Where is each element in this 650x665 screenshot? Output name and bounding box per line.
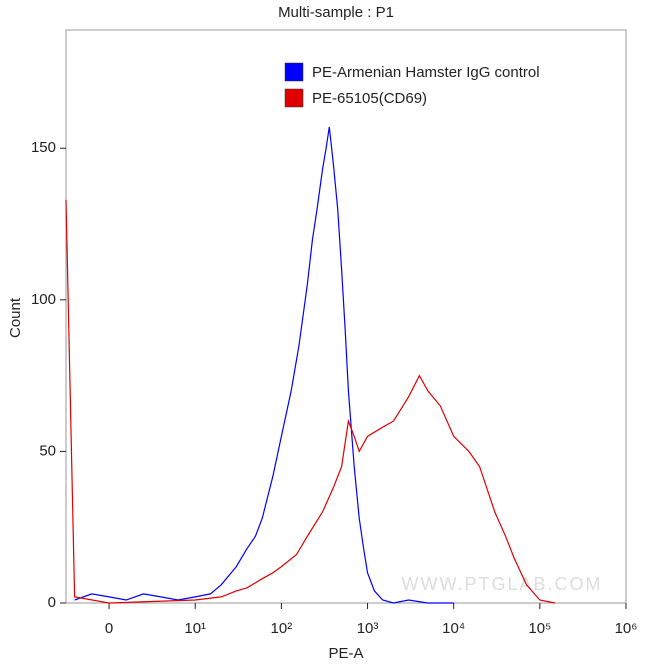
x-tick-label: 10³ [357,620,379,637]
y-axis-label: Count [7,297,24,338]
y-tick-label: 150 [31,139,56,156]
x-tick-label: 10⁴ [442,620,465,637]
x-tick-label: 10⁶ [615,620,638,637]
legend-label: PE-65105(CD69) [312,90,427,107]
x-tick-label: 10² [271,620,293,637]
y-tick-label: 0 [48,594,56,611]
x-tick-label: 0 [105,620,113,637]
plot-frame [65,29,627,604]
x-tick-label: 10⁵ [528,620,551,637]
x-tick-label: 10¹ [184,620,206,637]
x-axis-label: PE-A [328,645,363,662]
legend-swatch [284,88,304,108]
series-line [74,126,454,604]
watermark: WWW.PTGLAB.COM [402,574,603,594]
legend-label: PE-Armenian Hamster IgG control [312,64,540,81]
legend-swatch [284,62,304,82]
y-tick-label: 100 [31,291,56,308]
series-line [65,199,556,604]
chart-title: Multi-sample : P1 [278,4,394,21]
y-tick-label: 50 [39,442,56,459]
